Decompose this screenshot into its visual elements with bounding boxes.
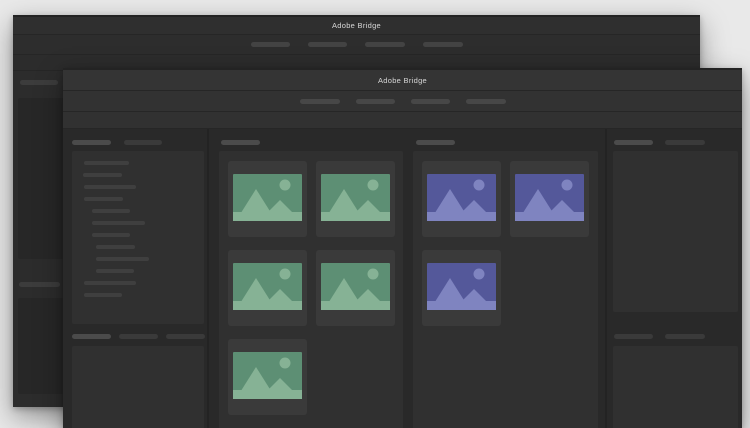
front-window-titlebar[interactable]: Adobe Bridge — [63, 70, 742, 90]
back-sidebar-tab-row — [20, 79, 58, 85]
front-menu-pill-3[interactable] — [410, 98, 450, 104]
metadata-tab-2[interactable] — [665, 139, 705, 145]
back-sidebar-lower-tab-row — [19, 281, 60, 287]
filter-tab-1[interactable] — [72, 333, 111, 339]
image-placeholder-icon — [427, 263, 496, 310]
back-window-title: Adobe Bridge — [331, 21, 382, 30]
folder-tree-item-10[interactable] — [96, 269, 134, 273]
left-lower-panel — [72, 346, 204, 428]
folder-tree-item-1[interactable] — [84, 161, 129, 165]
back-window-menu-row — [250, 42, 463, 47]
folder-tree-item-6[interactable] — [92, 221, 145, 225]
folders-tab-1[interactable] — [72, 139, 111, 145]
thumbnail-card-green-2[interactable] — [316, 161, 395, 237]
front-window: Adobe Bridge — [63, 68, 742, 428]
image-placeholder-icon — [233, 352, 302, 399]
image-placeholder-icon — [515, 174, 584, 221]
image-placeholder-icon — [321, 263, 390, 310]
purple-group-header-row — [416, 139, 455, 145]
green-group-header-row — [221, 139, 260, 145]
thumbnail-card-purple-3[interactable] — [422, 250, 501, 326]
folder-tree-item-2[interactable] — [83, 173, 122, 177]
folder-tree-item-8[interactable] — [96, 245, 135, 249]
front-window-menu-row — [299, 98, 506, 104]
right-upper-panel — [613, 151, 738, 312]
metadata-tab-row — [614, 139, 705, 145]
image-placeholder-icon — [233, 263, 302, 310]
folder-tree-item-11[interactable] — [84, 281, 136, 285]
thumbnail-card-green-3[interactable] — [228, 250, 307, 326]
folders-tab-2[interactable] — [124, 139, 162, 145]
keywords-tab-row — [614, 333, 705, 339]
panel-divider-left — [207, 129, 209, 428]
folder-tree-item-12[interactable] — [84, 293, 122, 297]
front-menu-pill-4[interactable] — [465, 98, 506, 104]
folder-tree-item-3[interactable] — [84, 185, 136, 189]
back-menu-pill-3[interactable] — [364, 42, 405, 47]
thumbnail-grid-green — [219, 151, 403, 428]
thumbnail-card-purple-2[interactable] — [510, 161, 589, 237]
folder-tree-panel — [72, 151, 204, 324]
image-placeholder-icon — [427, 174, 496, 221]
back-window-pathbar — [13, 54, 700, 70]
back-window-titlebar[interactable]: Adobe Bridge — [13, 17, 700, 34]
back-menu-pill-1[interactable] — [250, 42, 290, 47]
back-sidebar-tab-1[interactable] — [20, 79, 58, 85]
folder-tree-item-4[interactable] — [84, 197, 123, 201]
thumbnail-card-green-5[interactable] — [228, 339, 307, 415]
front-menu-pill-2[interactable] — [355, 98, 395, 104]
folders-tab-row — [72, 139, 162, 145]
filter-tab-row — [72, 333, 205, 339]
front-window-title: Adobe Bridge — [377, 75, 428, 85]
purple-group-header-pill-1[interactable] — [416, 139, 455, 145]
front-window-toolbar — [63, 90, 742, 111]
metadata-tab-1[interactable] — [614, 139, 653, 145]
folder-tree-item-5[interactable] — [92, 209, 130, 213]
front-window-content — [63, 128, 742, 428]
image-placeholder-icon — [233, 174, 302, 221]
front-window-pathbar — [63, 111, 742, 128]
back-sidebar-tab-1[interactable] — [19, 281, 60, 287]
keywords-tab-2[interactable] — [665, 333, 705, 339]
thumbnail-grid-purple — [413, 151, 598, 428]
filter-tab-2[interactable] — [119, 333, 158, 339]
green-group-header-pill-1[interactable] — [221, 139, 260, 145]
panel-divider-right — [605, 129, 607, 428]
filter-tab-3[interactable] — [166, 333, 205, 339]
keywords-tab-1[interactable] — [614, 333, 653, 339]
image-placeholder-icon — [321, 174, 390, 221]
back-menu-pill-2[interactable] — [307, 42, 347, 47]
back-menu-pill-4[interactable] — [422, 42, 463, 47]
back-window-toolbar — [13, 34, 700, 54]
right-lower-panel — [613, 346, 738, 428]
folder-tree-item-7[interactable] — [92, 233, 130, 237]
thumbnail-card-green-1[interactable] — [228, 161, 307, 237]
thumbnail-card-green-4[interactable] — [316, 250, 395, 326]
front-menu-pill-1[interactable] — [299, 98, 340, 104]
thumbnail-card-purple-1[interactable] — [422, 161, 501, 237]
folder-tree-item-9[interactable] — [96, 257, 149, 261]
